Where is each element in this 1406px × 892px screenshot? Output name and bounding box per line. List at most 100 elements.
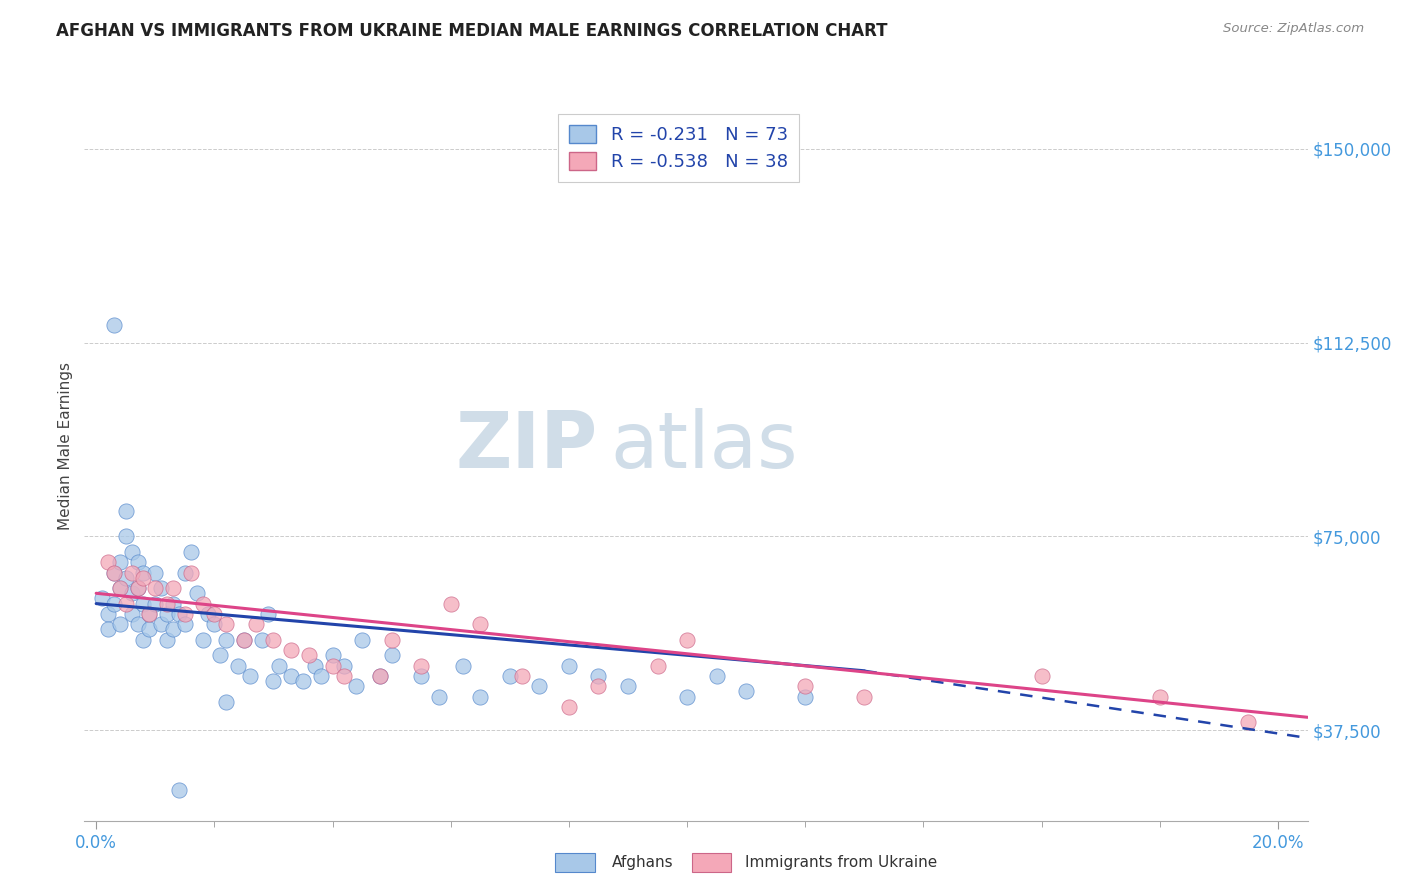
Point [647,658,669,673]
Point [215,617,238,632]
Point [103,318,125,332]
Point [191,597,214,611]
Point [245,617,267,632]
Point [202,607,225,621]
Point [470,690,492,704]
Point [280,643,302,657]
Point [162,623,184,637]
Point [121,545,143,559]
Point [173,607,195,621]
Text: Immigrants from Ukraine: Immigrants from Ukraine [745,855,938,870]
Point [215,632,238,647]
Point [558,700,581,714]
Point [215,695,238,709]
Point [853,690,876,704]
Point [209,648,232,663]
Point [368,669,391,683]
Point [588,679,610,693]
Point [617,679,640,693]
Text: AFGHAN VS IMMIGRANTS FROM UKRAINE MEDIAN MALE EARNINGS CORRELATION CHART: AFGHAN VS IMMIGRANTS FROM UKRAINE MEDIAN… [56,22,887,40]
Point [322,648,344,663]
Point [250,632,273,647]
Point [121,566,143,580]
Point [322,658,344,673]
Point [451,658,474,673]
Point [304,658,326,673]
Point [167,607,190,621]
Point [180,566,202,580]
Point [333,658,356,673]
Point [150,617,173,632]
Point [499,669,522,683]
Point [156,607,179,621]
Point [138,607,160,621]
Point [344,679,367,693]
Point [232,632,254,647]
Point [114,503,136,517]
Point [97,555,120,569]
Point [103,566,125,580]
Point [529,679,551,693]
Point [114,597,136,611]
Point [706,669,728,683]
Point [127,555,149,569]
Point [162,581,184,595]
Point [440,597,463,611]
Point [232,632,254,647]
Point [381,632,404,647]
Point [127,617,149,632]
Point [676,690,699,704]
Point [143,581,166,595]
Text: atlas: atlas [610,408,797,484]
Point [156,597,179,611]
Point [558,658,581,673]
Point [735,684,758,698]
Point [138,607,160,621]
Point [114,529,136,543]
Point [368,669,391,683]
Point [309,669,332,683]
Point [114,571,136,585]
Point [150,581,173,595]
Point [510,669,533,683]
Point [1237,715,1260,730]
Point [132,632,155,647]
Point [411,669,433,683]
Point [132,571,155,585]
Point [381,648,404,663]
Point [333,669,356,683]
Text: Source: ZipAtlas.com: Source: ZipAtlas.com [1223,22,1364,36]
Point [588,669,610,683]
Point [280,669,302,683]
Point [411,658,433,673]
Point [97,623,120,637]
Point [143,566,166,580]
Point [239,669,262,683]
Point [143,597,166,611]
Point [108,617,131,632]
Point [226,658,249,673]
Point [162,597,184,611]
Point [298,648,321,663]
Point [108,581,131,595]
Point [97,607,120,621]
Point [173,617,195,632]
Point [191,632,214,647]
Point [127,581,149,595]
Point [256,607,278,621]
Point [427,690,450,704]
Point [794,679,817,693]
Point [676,632,699,647]
Point [262,674,284,689]
Point [197,607,219,621]
Point [269,658,291,673]
Point [180,545,202,559]
Point [167,782,190,797]
Point [103,597,125,611]
Point [121,586,143,600]
Point [202,617,225,632]
Point [103,566,125,580]
Point [794,690,817,704]
Point [156,632,179,647]
Point [1149,690,1171,704]
